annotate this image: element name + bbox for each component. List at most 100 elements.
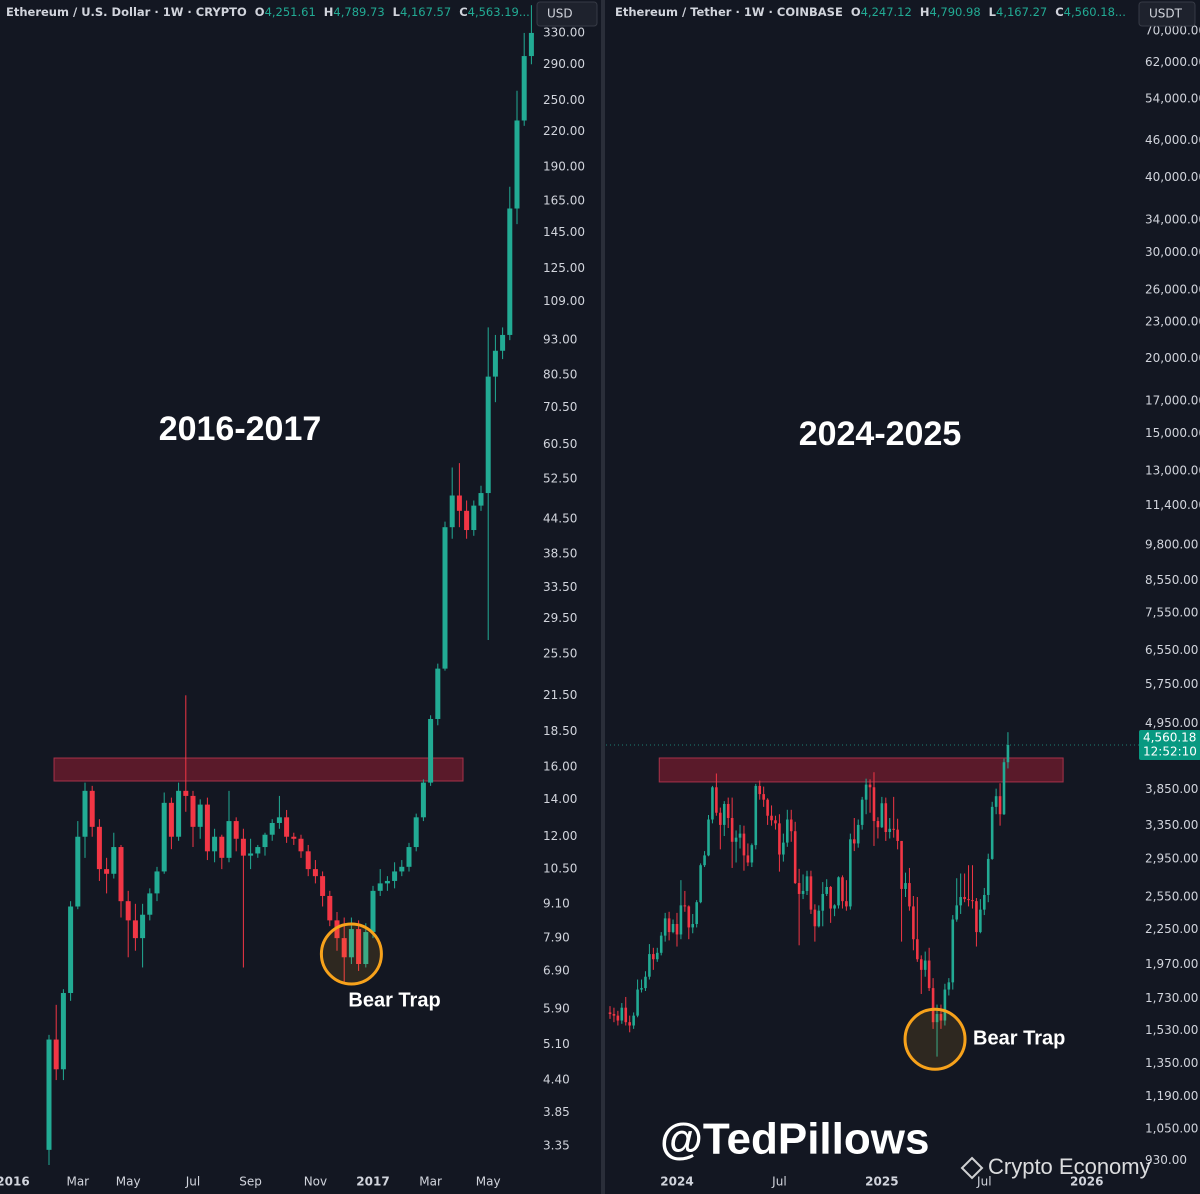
candle-body	[183, 790, 189, 796]
y-tick-label: 60.50	[543, 437, 577, 451]
candle-body	[190, 795, 196, 827]
candle-body	[817, 910, 821, 927]
candle-body	[904, 883, 907, 889]
candle-body	[233, 821, 239, 839]
y-tick-label: 7.90	[543, 931, 570, 945]
y-tick-label: 34,000.00	[1145, 212, 1200, 226]
candle-body	[147, 893, 153, 915]
ohlc-key: C	[459, 5, 467, 19]
y-tick-label: 220.00	[543, 124, 585, 138]
candle-body	[919, 959, 923, 970]
y-tick-label: 93.00	[543, 333, 577, 347]
x-tick-label: 2026	[1070, 1175, 1103, 1189]
bear-trap-label: Bear Trap	[973, 1028, 1065, 1050]
y-tick-label: 21.50	[543, 688, 577, 702]
y-tick-label: 145.00	[543, 225, 585, 239]
candle-body	[46, 1039, 52, 1150]
candle-body	[312, 869, 318, 877]
watermark: @TedPillows	[660, 1115, 929, 1164]
bear-trap-circle	[319, 922, 383, 986]
candle-body	[845, 901, 848, 907]
y-tick-label: 4.40	[543, 1073, 570, 1087]
y-tick-label: 6,550.00	[1145, 643, 1198, 657]
candle-body	[841, 877, 844, 902]
candle-body	[644, 976, 647, 989]
candle-body	[197, 804, 203, 827]
candle-body	[825, 886, 828, 894]
y-tick-label: 3,850.00	[1145, 782, 1198, 796]
candle-body	[377, 883, 383, 891]
y-tick-label: 52.50	[543, 471, 577, 485]
candle-body	[975, 901, 978, 933]
candle-body	[632, 1015, 635, 1026]
candle-body	[356, 929, 362, 965]
pane-separator	[601, 0, 605, 1194]
countdown-label: 12:52:10	[1143, 745, 1197, 759]
y-tick-label: 16.00	[543, 759, 577, 773]
y-tick-label: 10.50	[543, 862, 577, 876]
candle-body	[53, 1039, 59, 1070]
y-tick-label: 2,550.00	[1145, 890, 1198, 904]
candle-body	[168, 802, 174, 837]
candle-body	[754, 785, 758, 846]
candle-body	[104, 869, 110, 874]
candle-body	[428, 718, 434, 783]
x-tick-label: Nov	[304, 1175, 327, 1189]
ohlc-key: H	[920, 5, 930, 19]
candle-body	[500, 334, 506, 351]
candle-body	[154, 871, 160, 894]
y-tick-label: 9.10	[543, 896, 570, 910]
candle-body	[636, 989, 639, 1016]
candle-body	[821, 893, 825, 911]
candle-body	[983, 894, 986, 910]
candle-body	[691, 924, 695, 928]
resistance-zone	[658, 757, 1064, 783]
y-tick-label: 2,950.00	[1145, 851, 1198, 865]
candle-body	[849, 839, 852, 907]
candle-body	[125, 901, 131, 921]
candle-body	[947, 982, 951, 990]
candle-body	[856, 824, 860, 844]
candle-body	[204, 804, 210, 852]
candle-body	[118, 847, 124, 902]
y-tick-label: 11,400.00	[1145, 498, 1200, 512]
candle-body	[75, 836, 81, 907]
candle-body	[226, 821, 232, 858]
x-tick-label: May	[116, 1175, 141, 1189]
candle-body	[485, 376, 491, 494]
candle-body	[931, 988, 935, 1023]
y-tick-label: 1,190.00	[1145, 1089, 1198, 1103]
candle-body	[478, 493, 484, 506]
candle-body	[762, 794, 765, 800]
candle-body	[111, 847, 117, 874]
candle-body	[990, 806, 994, 859]
candle-body	[896, 829, 899, 841]
y-tick-label: 1,350.00	[1145, 1056, 1198, 1070]
candle-body	[782, 842, 785, 855]
candle-body	[852, 839, 856, 844]
ohlc-key: L	[989, 5, 997, 19]
candle-body	[667, 918, 671, 933]
candle-body	[655, 952, 659, 960]
y-tick-label: 14.00	[543, 792, 577, 806]
candle-body	[872, 787, 876, 822]
candle-body	[648, 954, 651, 977]
candle-body	[695, 902, 698, 925]
candle-body	[809, 876, 813, 910]
candle-body	[628, 1022, 631, 1026]
y-tick-label: 33.50	[543, 580, 577, 594]
candle-body	[679, 905, 683, 935]
y-tick-label: 70,000.00	[1145, 23, 1200, 37]
x-tick-label: Jul	[771, 1175, 786, 1189]
y-tick-label: 930.00	[1145, 1153, 1187, 1167]
candle-body	[766, 799, 769, 816]
candle-body	[778, 823, 781, 855]
y-tick-label: 54,000.00	[1145, 91, 1200, 105]
y-tick-label: 46,000.00	[1145, 133, 1200, 147]
candle-body	[801, 890, 805, 894]
candle-body	[320, 876, 326, 896]
y-tick-label: 12.00	[543, 829, 577, 843]
candle-body	[219, 836, 225, 858]
x-tick-label: 2025	[865, 1175, 898, 1189]
